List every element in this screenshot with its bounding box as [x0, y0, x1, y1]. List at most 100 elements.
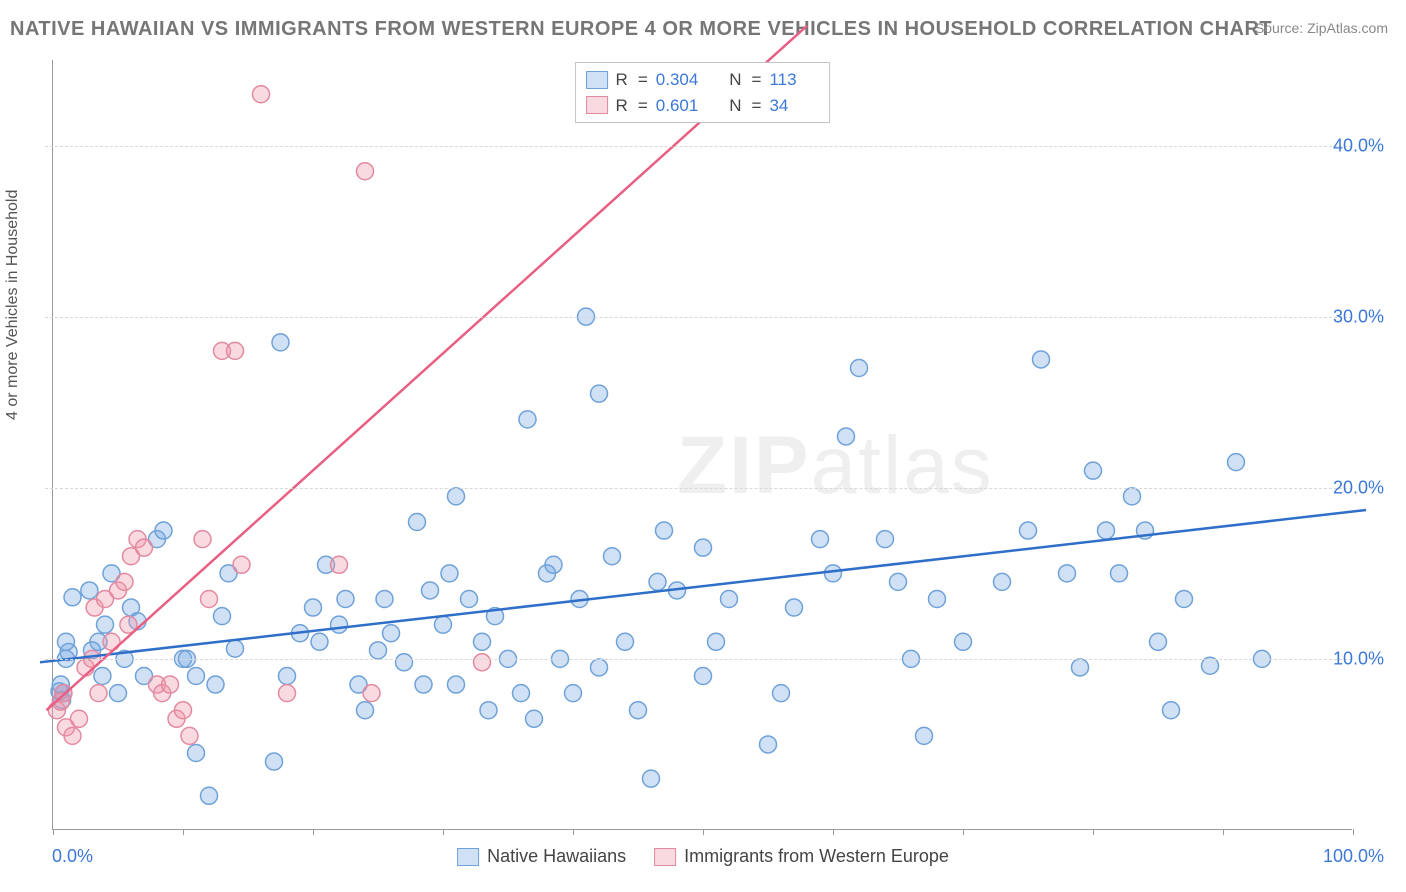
legend-n-label: N	[729, 93, 741, 119]
data-point	[695, 668, 712, 685]
legend-r-label: R	[616, 67, 628, 93]
legend-label: Immigrants from Western Europe	[684, 846, 949, 867]
data-point	[461, 591, 478, 608]
data-point	[617, 633, 634, 650]
data-point	[311, 633, 328, 650]
y-tick-label: 10.0%	[1333, 648, 1384, 669]
data-point	[227, 640, 244, 657]
data-point	[409, 514, 426, 531]
data-point	[1020, 522, 1037, 539]
data-point	[207, 676, 224, 693]
x-tick-label-max: 100.0%	[1323, 846, 1384, 867]
x-tick	[1353, 829, 1354, 835]
data-point	[838, 428, 855, 445]
legend-swatch-pink	[586, 96, 608, 114]
legend-bottom: Native Hawaiians Immigrants from Western…	[457, 846, 949, 867]
x-tick	[53, 829, 54, 835]
data-point	[695, 539, 712, 556]
trend-line	[47, 26, 808, 710]
source-link[interactable]: ZipAtlas.com	[1307, 20, 1388, 36]
data-point	[201, 787, 218, 804]
data-point	[630, 702, 647, 719]
data-point	[1098, 522, 1115, 539]
data-point	[58, 633, 75, 650]
data-point	[110, 685, 127, 702]
data-point	[175, 702, 192, 719]
data-point	[136, 539, 153, 556]
data-point	[513, 685, 530, 702]
trend-line	[40, 510, 1366, 662]
data-point	[383, 625, 400, 642]
gridline	[45, 317, 1352, 318]
legend-stats-box: R = 0.304 N = 113 R = 0.601 N = 34	[575, 62, 831, 123]
data-point	[64, 589, 81, 606]
data-point	[851, 360, 868, 377]
data-point	[266, 753, 283, 770]
legend-swatch-pink	[654, 848, 676, 866]
data-point	[890, 573, 907, 590]
legend-item-native-hawaiians: Native Hawaiians	[457, 846, 626, 867]
legend-r-label: R	[616, 93, 628, 119]
data-point	[331, 556, 348, 573]
chart-title: NATIVE HAWAIIAN VS IMMIGRANTS FROM WESTE…	[10, 18, 1272, 41]
gridline	[45, 659, 1352, 660]
data-point	[1072, 659, 1089, 676]
legend-n-label: N	[729, 67, 741, 93]
data-point	[71, 710, 88, 727]
legend-swatch-blue	[457, 848, 479, 866]
data-point	[812, 531, 829, 548]
legend-stats-row-2: R = 0.601 N = 34	[586, 93, 820, 119]
data-point	[721, 591, 738, 608]
data-point	[155, 522, 172, 539]
data-point	[253, 86, 270, 103]
chart-plot-area: ZIPatlas R = 0.304 N = 113 R = 0.601 N =…	[52, 60, 1352, 830]
data-point	[1176, 591, 1193, 608]
data-point	[272, 334, 289, 351]
legend-label: Native Hawaiians	[487, 846, 626, 867]
gridline	[45, 488, 1352, 489]
data-point	[357, 163, 374, 180]
data-point	[649, 573, 666, 590]
data-point	[1059, 565, 1076, 582]
data-point	[708, 633, 725, 650]
data-point	[363, 685, 380, 702]
data-point	[480, 702, 497, 719]
data-point	[519, 411, 536, 428]
data-point	[97, 616, 114, 633]
data-point	[994, 573, 1011, 590]
legend-n-value-1: 113	[769, 67, 819, 93]
legend-swatch-blue	[586, 71, 608, 89]
data-point	[825, 565, 842, 582]
chart-svg	[53, 60, 1352, 829]
data-point	[201, 591, 218, 608]
data-point	[1111, 565, 1128, 582]
data-point	[1124, 488, 1141, 505]
data-point	[1228, 454, 1245, 471]
data-point	[64, 727, 81, 744]
data-point	[643, 770, 660, 787]
data-point	[474, 633, 491, 650]
legend-r-value-1: 0.304	[656, 67, 706, 93]
data-point	[279, 668, 296, 685]
x-tick	[573, 829, 574, 835]
x-tick-label-min: 0.0%	[52, 846, 93, 867]
x-tick	[963, 829, 964, 835]
x-tick	[1093, 829, 1094, 835]
source-label: Source:	[1255, 20, 1307, 36]
legend-stats-row-1: R = 0.304 N = 113	[586, 67, 820, 93]
data-point	[435, 616, 452, 633]
data-point	[331, 616, 348, 633]
data-point	[955, 633, 972, 650]
gridline	[45, 146, 1352, 147]
data-point	[591, 659, 608, 676]
data-point	[448, 488, 465, 505]
data-point	[305, 599, 322, 616]
data-point	[94, 668, 111, 685]
data-point	[929, 591, 946, 608]
data-point	[656, 522, 673, 539]
data-point	[214, 608, 231, 625]
x-tick	[313, 829, 314, 835]
data-point	[1085, 462, 1102, 479]
data-point	[773, 685, 790, 702]
data-point	[415, 676, 432, 693]
